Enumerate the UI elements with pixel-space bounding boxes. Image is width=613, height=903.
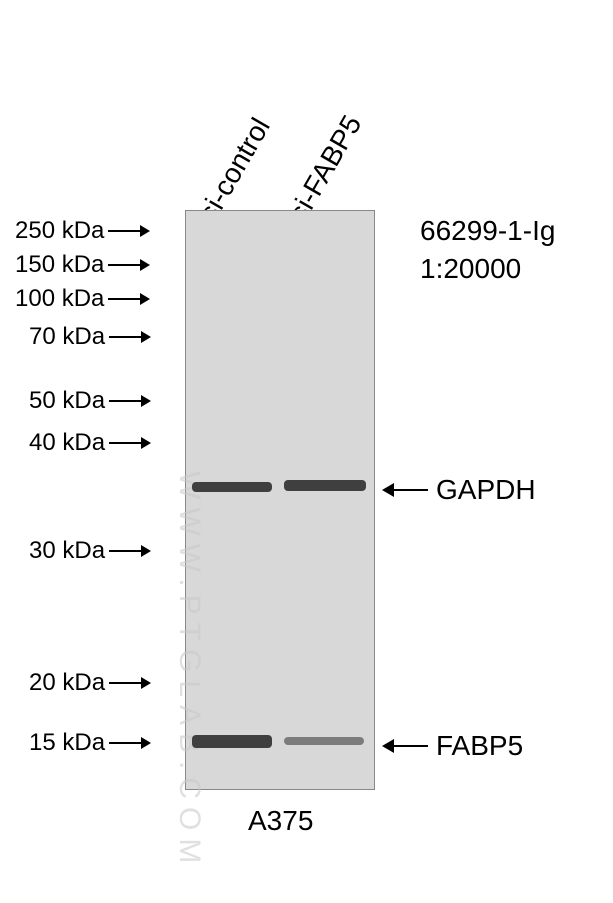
marker-100kda: 100 kDa	[15, 285, 150, 313]
marker-20kda: 20 kDa	[29, 669, 151, 697]
dilution: 1:20000	[420, 250, 555, 288]
gapdh-text: GAPDH	[436, 474, 536, 506]
band-gapdh-lane2	[284, 480, 366, 491]
catalog-number: 66299-1-Ig	[420, 212, 555, 250]
arrow-right-icon	[108, 223, 150, 239]
arrow-right-icon	[109, 735, 151, 751]
marker-15kda: 15 kDa	[29, 729, 151, 757]
marker-250kda: 250 kDa	[15, 217, 150, 245]
arrow-right-icon	[108, 257, 150, 273]
arrow-left-icon	[382, 737, 428, 755]
cell-line-label: A375	[248, 805, 313, 837]
marker-50kda: 50 kDa	[29, 387, 151, 415]
band-fabp5-lane1	[192, 735, 272, 748]
arrow-right-icon	[109, 329, 151, 345]
band-fabp5-lane2	[284, 737, 364, 745]
marker-70kda: 70 kDa	[29, 323, 151, 351]
blot-membrane: WWW.PTGLAB.COM	[185, 210, 375, 790]
figure-container: si-control si-FABP5 66299-1-Ig 1:20000 W…	[0, 0, 613, 903]
marker-40kda: 40 kDa	[29, 429, 151, 457]
marker-30kda: 30 kDa	[29, 537, 151, 565]
arrow-left-icon	[382, 481, 428, 499]
target-label-fabp5: FABP5	[382, 730, 523, 762]
marker-150kda: 150 kDa	[15, 251, 150, 279]
arrow-right-icon	[109, 435, 151, 451]
watermark-text: WWW.PTGLAB.COM	[172, 471, 206, 871]
arrow-right-icon	[109, 543, 151, 559]
band-gapdh-lane1	[192, 482, 272, 492]
arrow-right-icon	[108, 291, 150, 307]
arrow-right-icon	[109, 393, 151, 409]
target-label-gapdh: GAPDH	[382, 474, 536, 506]
fabp5-text: FABP5	[436, 730, 523, 762]
arrow-right-icon	[109, 675, 151, 691]
antibody-info: 66299-1-Ig 1:20000	[420, 212, 555, 288]
